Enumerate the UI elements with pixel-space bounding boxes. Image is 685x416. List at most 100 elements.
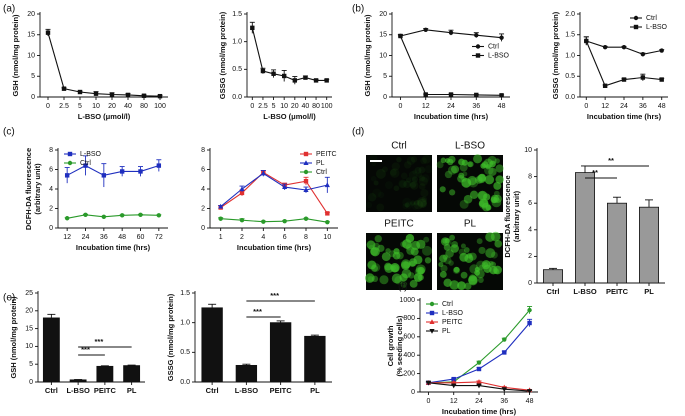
cell	[477, 277, 484, 283]
marker	[313, 78, 319, 83]
cell	[365, 201, 373, 209]
cell	[402, 203, 409, 210]
y-tick-label: 1.5	[565, 32, 575, 39]
legend-marker	[475, 53, 481, 58]
cell	[418, 175, 426, 182]
cell	[388, 250, 396, 258]
series-line	[47, 32, 161, 97]
y-tick-label: 200	[403, 370, 415, 377]
y-tick-label: 1.5	[180, 290, 190, 297]
cell	[409, 181, 417, 189]
y-tick-label: 2.0	[565, 11, 575, 18]
cell	[381, 166, 388, 173]
cell	[448, 155, 456, 164]
cell	[389, 169, 397, 176]
y-tick-label: 10	[27, 52, 35, 59]
y-tick-label: 1.0	[232, 39, 242, 46]
cell	[473, 154, 483, 164]
cell	[451, 165, 460, 174]
cell	[490, 231, 501, 242]
cell	[485, 164, 491, 170]
cell	[412, 169, 418, 175]
cell	[393, 185, 400, 192]
cell	[463, 247, 470, 253]
cell	[381, 252, 391, 262]
marker	[398, 33, 403, 39]
y-tick-label: 25	[25, 290, 33, 297]
x-tick-label: 48	[526, 398, 534, 405]
marker	[526, 389, 533, 394]
cell	[487, 155, 497, 165]
cell	[450, 244, 459, 253]
marker	[527, 307, 532, 313]
cell	[390, 263, 400, 273]
marker	[659, 48, 664, 53]
cell	[409, 178, 418, 188]
y-tick-label: 0.5	[565, 73, 575, 80]
x-tick-label: Ctrl	[206, 386, 219, 395]
x-tick-label: 0	[426, 398, 430, 405]
cell	[392, 251, 401, 260]
y-tick-label: 5	[383, 73, 387, 80]
x-tick-label: 20	[291, 103, 299, 110]
cell	[438, 262, 444, 268]
y-tick-label: 0	[29, 379, 33, 386]
y-tick-label: 600	[403, 334, 415, 341]
marker	[451, 376, 456, 382]
cell	[485, 248, 496, 259]
cell	[409, 279, 418, 288]
cell	[422, 245, 433, 256]
legend-label: L-BSO	[488, 52, 510, 59]
x-tick-label: Ctrl	[547, 287, 560, 296]
legend-marker	[67, 151, 73, 157]
x-axis-label: Incubation time (hrs)	[414, 112, 489, 121]
cell	[495, 175, 504, 184]
x-tick-label: 6	[283, 234, 287, 241]
marker	[303, 179, 309, 184]
x-tick-label: 5	[78, 103, 82, 110]
x-tick-label: 1	[219, 234, 223, 241]
y-axis-label: GSH (nmol/mg protein)	[363, 14, 372, 97]
y-tick-label: 20	[27, 11, 35, 18]
marker	[138, 212, 143, 218]
marker	[423, 92, 428, 97]
y-tick-label: 4	[201, 186, 205, 193]
x-tick-label: 10	[280, 103, 288, 110]
cell	[478, 191, 487, 200]
y-axis-label: Cell growth	[386, 325, 395, 366]
panel-label: (a)	[3, 4, 15, 15]
cell	[374, 235, 382, 243]
cell	[367, 260, 377, 270]
legend-label: L-BSO	[80, 151, 102, 158]
series-line	[220, 172, 328, 208]
marker	[474, 32, 479, 38]
marker	[282, 184, 288, 190]
legend-label: Ctrl	[316, 169, 327, 176]
cell	[370, 247, 379, 256]
cell	[411, 202, 419, 210]
cell	[449, 234, 455, 241]
marker	[476, 360, 482, 365]
cell	[377, 191, 385, 199]
marker	[584, 38, 589, 44]
y-axis-label: (arbitrary unit)	[33, 163, 42, 215]
marker	[325, 211, 330, 216]
cell	[460, 243, 466, 249]
marker	[602, 45, 608, 50]
cell	[399, 180, 407, 188]
x-tick-label: L-BSO	[235, 386, 258, 395]
y-tick-label: 1.5	[232, 11, 242, 18]
cell	[451, 241, 459, 248]
marker	[239, 186, 245, 191]
cell	[467, 161, 473, 167]
marker	[474, 92, 479, 98]
cell	[440, 157, 447, 163]
cell	[417, 274, 424, 281]
y-tick-label: 6	[201, 166, 205, 173]
cell	[436, 161, 444, 169]
x-tick-label: 20	[108, 103, 116, 110]
legend-label: PEITC	[316, 151, 337, 158]
x-axis-label: Incubation time (hrs)	[76, 243, 151, 252]
cell	[396, 251, 404, 260]
